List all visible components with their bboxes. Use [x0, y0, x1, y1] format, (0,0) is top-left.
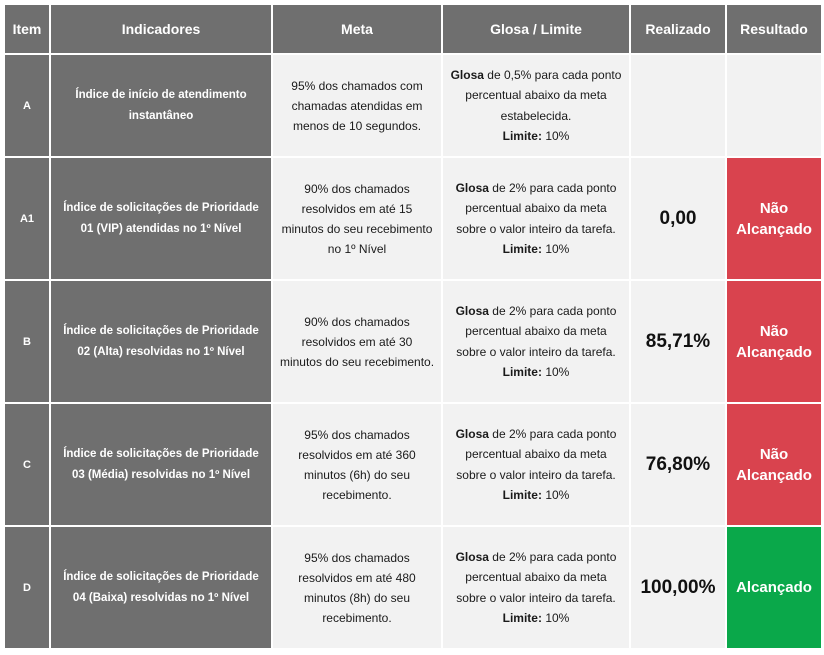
limite-label: Limite: — [502, 242, 542, 256]
indicator-name: Índice de solicitações de Prioridade 01 … — [51, 158, 271, 279]
limite-value: 10% — [541, 242, 570, 256]
glosa-text: de 2% para cada ponto percentual abaixo … — [456, 180, 617, 236]
resultado-badge: Não Alcançado — [727, 281, 821, 402]
glosa-cell: Glosa de 2% para cada ponto percentual a… — [443, 158, 629, 279]
limite-label: Limite: — [502, 488, 542, 502]
glosa-text: de 0,5% para cada ponto percentual abaix… — [465, 67, 622, 123]
meta-text: 90% dos chamados resolvidos em até 15 mi… — [273, 158, 441, 279]
indicator-name: Índice de solicitações de Prioridade 03 … — [51, 404, 271, 525]
header-indicadores: Indicadores — [51, 5, 271, 53]
resultado-badge: Alcançado — [727, 527, 821, 648]
item-code: C — [5, 404, 49, 525]
item-code: D — [5, 527, 49, 648]
table-row: B Índice de solicitações de Prioridade 0… — [5, 281, 821, 402]
glosa-label: Glosa — [455, 303, 489, 318]
indicator-name: Índice de solicitações de Prioridade 02 … — [51, 281, 271, 402]
table-row: A Índice de início de atendimento instan… — [5, 55, 821, 156]
resultado-badge: Não Alcançado — [727, 158, 821, 279]
indicator-name: Índice de solicitações de Prioridade 04 … — [51, 527, 271, 648]
limite-value: 10% — [541, 365, 570, 379]
glosa-text: de 2% para cada ponto percentual abaixo … — [456, 426, 617, 482]
table-row: D Índice de solicitações de Prioridade 0… — [5, 527, 821, 648]
header-resultado: Resultado — [727, 5, 821, 53]
realizado-value: 85,71% — [631, 281, 725, 402]
table-row: C Índice de solicitações de Prioridade 0… — [5, 404, 821, 525]
resultado-badge — [727, 55, 821, 156]
realizado-value: 0,00 — [631, 158, 725, 279]
limite-value: 10% — [541, 129, 570, 143]
table-row: A1 Índice de solicitações de Prioridade … — [5, 158, 821, 279]
realizado-value: 76,80% — [631, 404, 725, 525]
realizado-value: 100,00% — [631, 527, 725, 648]
item-code: A — [5, 55, 49, 156]
meta-text: 95% dos chamados com chamadas atendidas … — [273, 55, 441, 156]
header-row: Item Indicadores Meta Glosa / Limite Rea… — [5, 5, 821, 53]
limite-value: 10% — [541, 488, 570, 502]
header-item: Item — [5, 5, 49, 53]
limite-label: Limite: — [502, 611, 542, 625]
glosa-cell: Glosa de 2% para cada ponto percentual a… — [443, 527, 629, 648]
item-code: A1 — [5, 158, 49, 279]
header-realizado: Realizado — [631, 5, 725, 53]
meta-text: 95% dos chamados resolvidos em até 480 m… — [273, 527, 441, 648]
glosa-cell: Glosa de 2% para cada ponto percentual a… — [443, 404, 629, 525]
limite-label: Limite: — [502, 365, 542, 379]
glosa-text: de 2% para cada ponto percentual abaixo … — [456, 549, 617, 605]
limite-label: Limite: — [502, 129, 542, 143]
indicators-table: Item Indicadores Meta Glosa / Limite Rea… — [3, 3, 823, 650]
meta-text: 90% dos chamados resolvidos em até 30 mi… — [273, 281, 441, 402]
resultado-badge: Não Alcançado — [727, 404, 821, 525]
glosa-label: Glosa — [455, 180, 489, 195]
indicator-name: Índice de início de atendimento instantâ… — [51, 55, 271, 156]
glosa-cell: Glosa de 0,5% para cada ponto percentual… — [443, 55, 629, 156]
meta-text: 95% dos chamados resolvidos em até 360 m… — [273, 404, 441, 525]
header-glosa: Glosa / Limite — [443, 5, 629, 53]
realizado-value — [631, 55, 725, 156]
glosa-label: Glosa — [450, 67, 484, 82]
glosa-label: Glosa — [455, 549, 489, 564]
item-code: B — [5, 281, 49, 402]
glosa-label: Glosa — [455, 426, 489, 441]
glosa-text: de 2% para cada ponto percentual abaixo … — [456, 303, 617, 359]
limite-value: 10% — [541, 611, 570, 625]
header-meta: Meta — [273, 5, 441, 53]
glosa-cell: Glosa de 2% para cada ponto percentual a… — [443, 281, 629, 402]
